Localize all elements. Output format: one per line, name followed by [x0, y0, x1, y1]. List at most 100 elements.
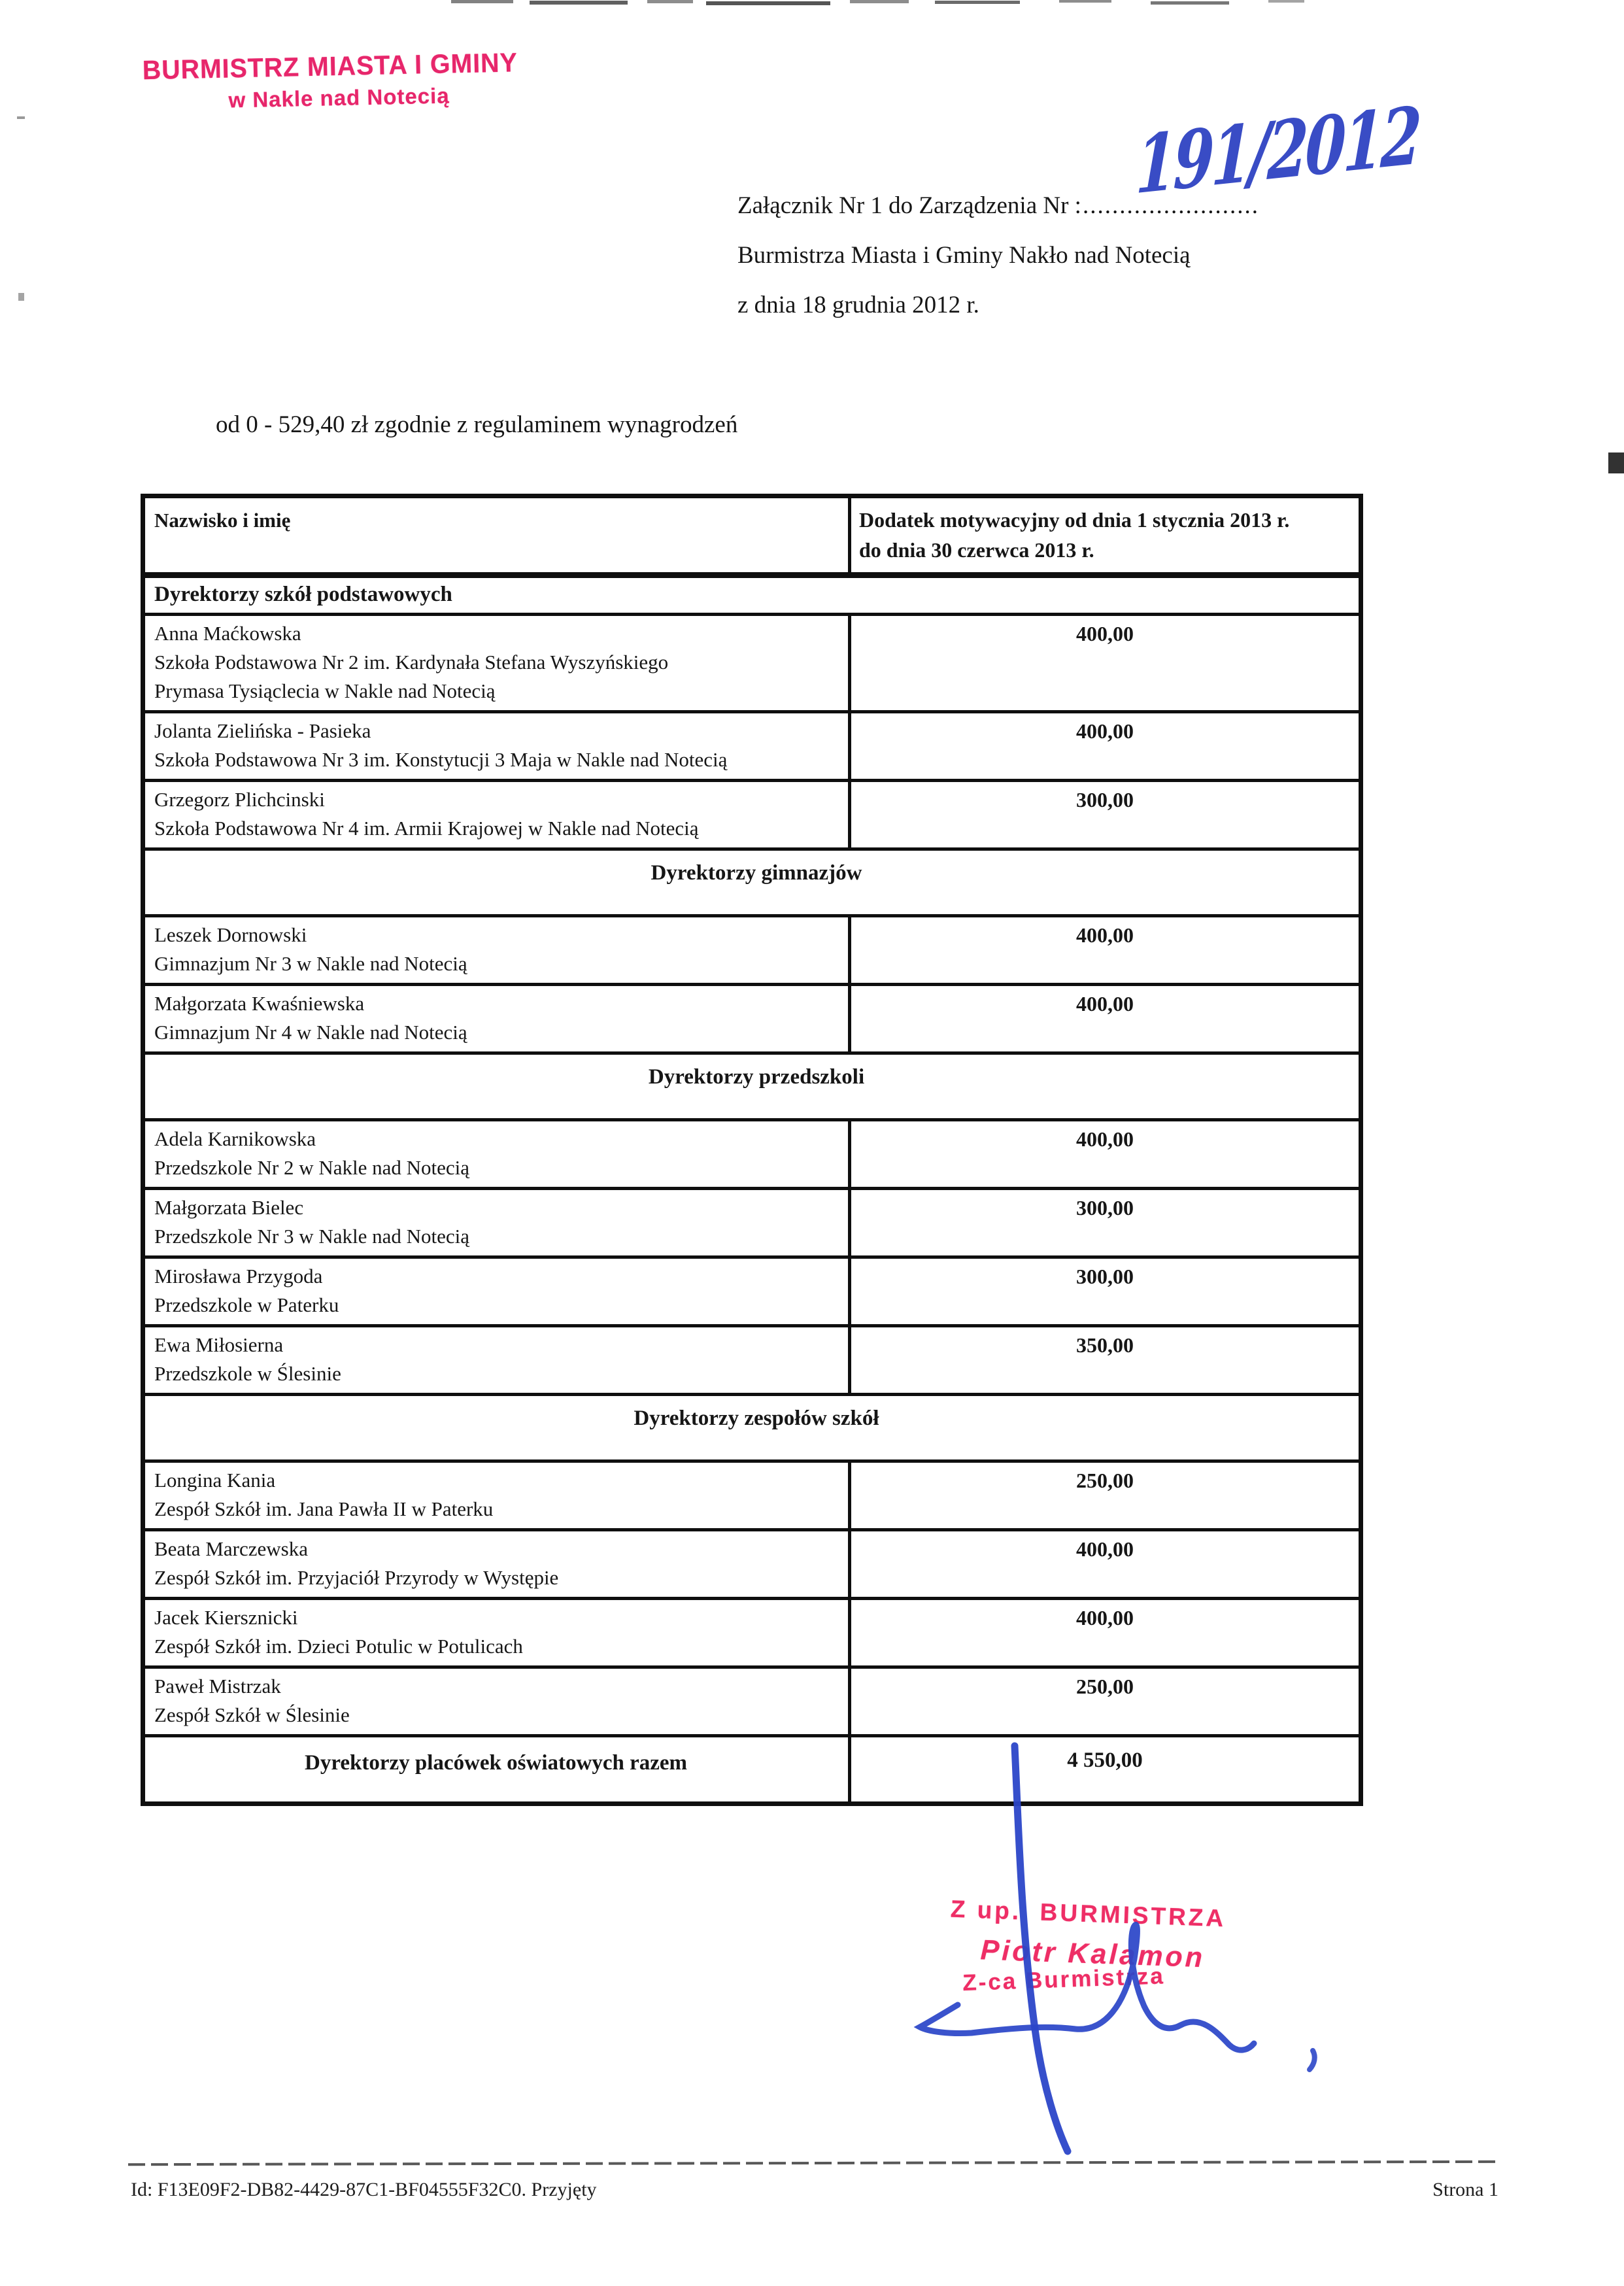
person-and-school: Mirosława Przygoda Przedszkole w Paterku	[154, 1265, 339, 1317]
handwritten-ordinance-number: 191/2012	[1134, 89, 1421, 213]
municipality-header-stamp: BURMISTRZ MIASTA I GMINY w Nakle nad Not…	[129, 46, 549, 114]
person-and-school: Longina Kania Zespół Szkół im. Jana Pawł…	[154, 1469, 494, 1521]
section-cell: Dyrektorzy szkół podstawowych	[145, 578, 1359, 613]
amount-value: 250,00	[1076, 1675, 1134, 1699]
table-section-row: Dyrektorzy gimnazjów	[145, 847, 1359, 914]
amount-value: 400,00	[1076, 621, 1134, 645]
total-label: Dyrektorzy placówek oświatowych razem	[304, 1751, 687, 1775]
scan-artifact	[850, 0, 909, 3]
name-cell: Jolanta Zielińska - Pasieka Szkoła Podst…	[145, 713, 851, 779]
person-and-school: Leszek Dornowski Gimnazjum Nr 3 w Nakle …	[154, 923, 467, 975]
amount-value: 400,00	[1076, 719, 1134, 743]
table-section-row: Dyrektorzy zespołów szkół	[145, 1393, 1359, 1459]
stamp-title: BURMISTRZ MIASTA I GMINY	[142, 47, 518, 86]
table-section-row: Dyrektorzy szkół podstawowych	[145, 574, 1359, 613]
section-title: Dyrektorzy gimnazjów	[651, 861, 862, 885]
heading-line-2: Burmistrza Miasta i Gminy Nakło nad Note…	[737, 242, 1191, 269]
bonus-table: Nazwisko i imię Dodatek motywacyjny od d…	[141, 494, 1363, 1807]
amount-cell: 4 550,00	[851, 1737, 1359, 1801]
person-and-school: Małgorzata Bielec Przedszkole Nr 3 w Nak…	[154, 1195, 470, 1248]
amount-value: 400,00	[1076, 1537, 1134, 1561]
table-body: Dyrektorzy szkół podstawowych Anna Maćkow…	[145, 574, 1359, 1802]
page-number: Strona 1	[1432, 2179, 1498, 2200]
amount-value: 400,00	[1076, 923, 1134, 947]
table-row: Leszek Dornowski Gimnazjum Nr 3 w Nakle …	[145, 913, 1359, 983]
section-cell: Dyrektorzy przedszkoli	[145, 1055, 1359, 1118]
total-label-cell: Dyrektorzy placówek oświatowych razem	[145, 1737, 851, 1802]
amount-cell: 400,00	[851, 616, 1359, 710]
amount-cell: 300,00	[851, 782, 1359, 847]
footer: Id: F13E09F2-DB82-4429-87C1-BF04555F32C0…	[131, 2179, 1498, 2201]
amount-value: 300,00	[1076, 1195, 1134, 1220]
amount-cell: 250,00	[851, 1669, 1359, 1734]
person-and-school: Jolanta Zielińska - Pasieka Szkoła Podst…	[154, 719, 728, 771]
amount-value: 400,00	[1076, 1606, 1134, 1630]
person-and-school: Beata Marczewska Zespół Szkół im. Przyja…	[154, 1537, 559, 1590]
section-cell: Dyrektorzy gimnazjów	[145, 851, 1359, 914]
name-cell: Małgorzata Kwaśniewska Gimnazjum Nr 4 w …	[145, 985, 851, 1051]
attachment-heading: Załącznik Nr 1 do Zarządzenia Nr :......…	[737, 194, 1259, 343]
table-row: Ewa Miłosierna Przedszkole w Ślesinie 350…	[145, 1324, 1359, 1393]
person-and-school: Anna Maćkowska Szkoła Podstawowa Nr 2 im…	[154, 621, 669, 702]
name-cell: Jacek Kiersznicki Zespół Szkół im. Dziec…	[145, 1600, 851, 1666]
amount-cell: 400,00	[851, 1121, 1359, 1187]
name-cell: Grzegorz Plichcinski Szkoła Podstawowa N…	[145, 781, 851, 847]
name-cell: Paweł Mistrzak Zespół Szkół w Ślesinie	[145, 1669, 851, 1735]
table-row: Mirosława Przygoda Przedszkole w Paterku…	[145, 1255, 1359, 1325]
scan-artifact	[530, 1, 628, 5]
name-cell: Ewa Miłosierna Przedszkole w Ślesinie	[145, 1327, 851, 1393]
person-and-school: Małgorzata Kwaśniewska Gimnazjum Nr 4 w …	[154, 991, 467, 1044]
header-name-column: Nazwisko i imię	[145, 498, 851, 572]
scan-artifact	[1151, 1, 1229, 5]
amount-cell: 400,00	[851, 713, 1359, 779]
table-row: Małgorzata Kwaśniewska Gimnazjum Nr 4 w …	[145, 982, 1359, 1051]
person-and-school: Paweł Mistrzak Zespół Szkół w Ślesinie	[154, 1675, 350, 1727]
scan-artifact	[706, 1, 830, 5]
section-cell: Dyrektorzy zespołów szkół	[145, 1396, 1359, 1459]
scan-artifact	[17, 116, 25, 119]
heading-line-3: z dnia 18 grudnia 2012 r.	[737, 292, 979, 318]
name-cell: Małgorzata Bielec Przedszkole Nr 3 w Nak…	[145, 1189, 851, 1256]
table-total-row: Dyrektorzy placówek oświatowych razem 4 5…	[145, 1734, 1359, 1802]
amount-cell: 400,00	[851, 917, 1359, 983]
heading-line-1: Załącznik Nr 1 do Zarządzenia Nr :......…	[737, 194, 1259, 218]
name-cell: Leszek Dornowski Gimnazjum Nr 3 w Nakle …	[145, 917, 851, 983]
table-row: Longina Kania Zespół Szkół im. Jana Pawł…	[145, 1459, 1359, 1529]
table-row: Anna Maćkowska Szkoła Podstawowa Nr 2 im…	[145, 612, 1359, 710]
scan-artifact	[1608, 452, 1624, 473]
name-cell: Mirosława Przygoda Przedszkole w Paterku	[145, 1259, 851, 1325]
document-id: Id: F13E09F2-DB82-4429-87C1-BF04555F32C0…	[131, 2179, 597, 2200]
section-title: Dyrektorzy zespołów szkół	[634, 1407, 879, 1431]
amount-value: 350,00	[1076, 1333, 1134, 1357]
table-row: Adela Karnikowska Przedszkole Nr 2 w Nak…	[145, 1117, 1359, 1187]
header-amount-label: Dodatek motywacyjny od dnia 1 stycznia 2…	[859, 508, 1290, 562]
salary-range-note: od 0 - 529,40 zł zgodnie z regulaminem w…	[216, 411, 738, 438]
name-cell: Anna Maćkowska Szkoła Podstawowa Nr 2 im…	[145, 615, 851, 710]
header-name-label: Nazwisko i imię	[154, 509, 291, 532]
pen-signature-ink	[913, 1742, 1317, 2155]
amount-cell: 400,00	[851, 1531, 1359, 1597]
scan-artifact	[647, 0, 693, 3]
amount-value: 400,00	[1076, 991, 1134, 1015]
person-and-school: Grzegorz Plichcinski Szkoła Podstawowa N…	[154, 787, 699, 840]
name-cell: Beata Marczewska Zespół Szkół im. Przyja…	[145, 1531, 851, 1597]
table-row: Małgorzata Bielec Przedszkole Nr 3 w Nak…	[145, 1186, 1359, 1256]
amount-cell: 300,00	[851, 1259, 1359, 1324]
amount-cell: 350,00	[851, 1327, 1359, 1393]
section-title: Dyrektorzy szkół podstawowych	[154, 582, 452, 606]
header-amount-column: Dodatek motywacyjny od dnia 1 stycznia 2…	[851, 498, 1359, 572]
amount-cell: 400,00	[851, 986, 1359, 1051]
dotted-leader: :........................	[1074, 192, 1259, 219]
amount-cell: 250,00	[851, 1463, 1359, 1528]
amount-cell: 400,00	[851, 1600, 1359, 1665]
person-and-school: Jacek Kiersznicki Zespół Szkół im. Dziec…	[154, 1606, 523, 1658]
amount-value: 300,00	[1076, 787, 1134, 811]
table-section-row: Dyrektorzy przedszkoli	[145, 1051, 1359, 1118]
table-row: Paweł Mistrzak Zespół Szkół w Ślesinie 25…	[145, 1665, 1359, 1735]
scan-artifact	[1268, 0, 1304, 3]
stamp-subtitle: w Nakle nad Notecią	[228, 83, 450, 112]
table-row: Grzegorz Plichcinski Szkoła Podstawowa N…	[145, 778, 1359, 847]
table-header-row: Nazwisko i imię Dodatek motywacyjny od d…	[145, 498, 1359, 575]
name-cell: Longina Kania Zespół Szkół im. Jana Pawł…	[145, 1463, 851, 1529]
scan-artifact	[451, 0, 513, 3]
